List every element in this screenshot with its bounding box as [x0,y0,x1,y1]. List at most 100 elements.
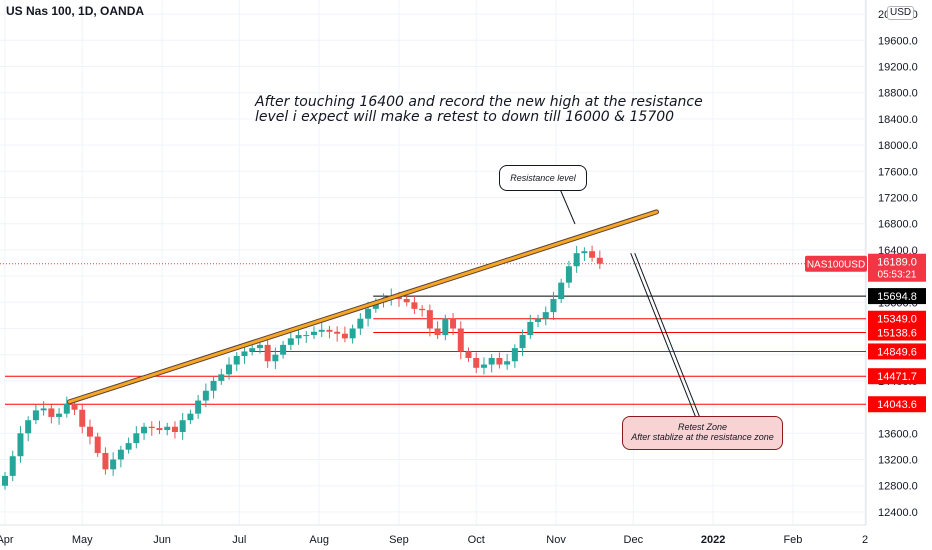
current-symbol-tag: NAS100USD [805,255,867,272]
candle-body [589,251,596,258]
candle-body [241,351,248,357]
candle-body [341,333,348,339]
candle-body [272,354,279,362]
candle-body [164,426,171,431]
candle-body [56,413,63,417]
candle-body [496,357,503,365]
price-tick-label: 18800.0 [878,88,918,100]
level-tag-label: 15694.8 [877,291,917,303]
currency-label[interactable]: USD [887,6,915,20]
candle-body [488,357,495,365]
candle-body [465,351,472,358]
level-price-tag: 15349.0 [868,310,926,327]
level-tag-bg [868,368,926,385]
candle-body [504,361,511,365]
time-tick-label: Feb [783,534,802,546]
candle-body [202,390,209,401]
level-tag-bg [868,310,926,327]
candle-body [40,408,47,411]
level-tag-label: 14849.6 [877,346,917,358]
candle-body [32,410,39,421]
candle-body [94,436,101,453]
time-tick-label: Oct [468,534,485,546]
price-tick-label: 18000.0 [878,140,918,152]
candle-body [280,344,287,355]
candle-body [542,312,549,319]
price-tags: 15694.8 15349.0 15138.6 14849.6 14471.7 14043… [805,253,926,413]
symbol-title[interactable]: US Nas 100, 1D, OANDA [6,4,145,18]
price-tick-label: 18400.0 [878,114,918,126]
time-tick-label: Dec [624,534,644,546]
candle-body [9,456,16,476]
candle-body [179,420,186,432]
candle-body [226,364,233,375]
level-tag-label: 14043.6 [877,399,917,411]
current-tag-bg [868,253,926,282]
projection-line[interactable] [630,252,705,429]
time-tick-label: 2022 [701,534,725,546]
retest-zone-callout[interactable]: Retest Zone After stablize at the resist… [622,416,783,450]
resistance-callout[interactable]: Resistance level [499,165,587,191]
candle-body [511,348,518,362]
candle-body [365,308,372,319]
price-tick-label: 17600.0 [878,166,918,178]
candle-body [442,318,449,336]
candle-body [218,374,225,381]
candle-body [558,282,565,300]
candle-body [372,302,379,309]
candle-body [79,409,86,427]
candle-body [349,328,356,339]
countdown-label: 05:53:21 [878,270,917,281]
level-tag-bg [868,396,926,413]
candle-body [411,302,418,309]
level-price-tag: 14043.6 [868,396,926,413]
price-tick-label: 12400.0 [878,507,918,519]
candle-body [187,413,194,421]
retest-zone-subtitle: After stablize at the resistance zone [631,432,774,442]
candle-body [535,318,542,322]
level-tag-bg [868,343,926,360]
price-tick-label: 13600.0 [878,428,918,440]
candle-body [318,329,325,332]
level-tag-bg [868,288,926,305]
candle-body [63,403,70,414]
time-tick-label: Apr [0,534,14,546]
candle-body [210,380,217,391]
analysis-note: After touching 16400 and record the new … [255,94,703,125]
candle-body [148,426,155,429]
candle-body [2,475,8,486]
projection-line-2 [634,252,705,429]
candle-body [25,420,32,434]
candle-body [125,443,132,450]
price-tick-label: 17200.0 [878,193,918,205]
candles [2,245,603,490]
candle-body [326,329,333,332]
level-tag-label: 15138.6 [877,328,917,340]
candle-body [565,266,572,283]
time-tick-label: Jul [232,534,246,546]
candle-body [450,318,457,329]
time-axis[interactable]: Apr May Jun Jul Aug Sep Oct Nov Dec 2022 Feb 2 [0,534,868,546]
candle-body [117,449,124,460]
candle-body [357,318,364,329]
candle-body [295,335,302,339]
candle-body [171,426,178,432]
current-price-tag: 16189.005:53:21 [868,253,926,282]
price-tick-label: 12800.0 [878,481,918,493]
candle-body [550,299,557,313]
time-tick-label: May [72,534,93,546]
trendline [67,210,658,404]
candle-body [156,428,163,431]
current-price-label: 16189.0 [877,257,917,269]
level-price-tag: 14471.7 [868,368,926,385]
time-tick-label: Nov [546,534,566,546]
candle-body [419,308,426,311]
resistance-trendline[interactable] [66,188,659,405]
level-tag-label: 15349.0 [877,314,917,326]
candle-body [287,338,294,345]
candle-body [71,403,78,410]
symbol-tag-label: NAS100USD [807,260,865,271]
price-tick-label: 19200.0 [878,62,918,74]
price-tick-label: 16800.0 [878,219,918,231]
